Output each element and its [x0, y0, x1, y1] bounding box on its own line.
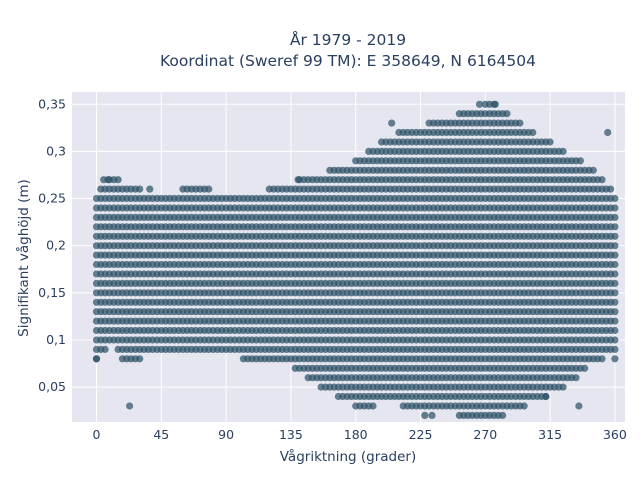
scatter-point: [542, 392, 550, 401]
scatter-point: [294, 176, 302, 184]
scatter-points: [92, 100, 619, 419]
scatter-point: [581, 364, 589, 372]
scatter-point: [611, 204, 619, 212]
scatter-point: [611, 317, 619, 325]
scatter-point: [604, 128, 612, 137]
scatter-point: [205, 185, 213, 193]
scatter-point: [104, 176, 112, 184]
scatter-point: [388, 119, 396, 127]
x-tick-label: 135: [279, 427, 303, 442]
scatter-point: [611, 345, 619, 353]
scatter-point: [101, 345, 109, 353]
scatter-point: [520, 402, 528, 410]
scatter-point: [611, 326, 619, 335]
x-tick-label: 180: [344, 427, 368, 442]
x-tick-label: 225: [409, 427, 433, 442]
scatter-point: [576, 157, 585, 165]
scatter-point: [428, 411, 436, 419]
scatter-point: [598, 176, 606, 184]
scatter-point: [572, 374, 580, 382]
scatter-point: [589, 166, 597, 174]
scatter-point: [146, 185, 154, 193]
scatter-point: [529, 128, 537, 137]
scatter-point: [598, 355, 606, 363]
scatter-point: [499, 411, 507, 419]
y-axis-title: Signifikant våghöjd (m): [15, 179, 32, 337]
scatter-point: [559, 147, 567, 155]
scatter-point: [575, 402, 583, 410]
scatter-point: [611, 251, 619, 259]
x-tick-label: 90: [218, 427, 234, 442]
scatter-point: [607, 185, 615, 193]
x-tick-label: 270: [473, 427, 497, 442]
scatter-point: [475, 100, 484, 108]
x-tick-label: 45: [153, 427, 169, 442]
chart-title-line1: År 1979 - 2019: [290, 30, 406, 49]
scatter-point: [611, 194, 619, 203]
scatter-point: [611, 270, 619, 278]
scatter-point: [114, 176, 122, 184]
scatter-point: [611, 213, 619, 221]
scatter-point: [611, 308, 619, 316]
scatter-point: [559, 383, 567, 391]
scatter-point: [611, 242, 619, 250]
scatter-point: [611, 279, 619, 287]
scatter-point: [611, 232, 619, 240]
x-tick-label: 360: [603, 427, 627, 442]
chart-title-line2: Koordinat (Sweref 99 TM): E 358649, N 61…: [160, 52, 536, 70]
scatter-point: [136, 355, 144, 363]
scatter-point: [369, 402, 377, 410]
scatter-point: [136, 185, 144, 193]
scatter-point: [611, 223, 619, 231]
scatter-point: [611, 260, 619, 269]
y-tick-label: 0,35: [38, 96, 66, 111]
scatter-point: [516, 119, 524, 127]
scatter-point: [611, 355, 619, 363]
scatter-point: [126, 402, 134, 410]
x-tick-label: 315: [538, 427, 562, 442]
scatter-point: [92, 355, 101, 363]
scatter-point: [503, 110, 511, 118]
y-tick-label: 0,3: [46, 143, 66, 158]
x-tick-labels: 0 45 90 135 180 225 270 315 360: [93, 427, 627, 442]
y-tick-label: 0,25: [38, 191, 66, 206]
x-axis-title: Vågriktning (grader): [280, 448, 417, 465]
y-tick-label: 0,15: [38, 285, 66, 300]
y-tick-label: 0,2: [46, 238, 66, 253]
scatter-point: [421, 411, 429, 419]
y-tick-label: 0,05: [38, 379, 66, 394]
scatter-point: [611, 289, 619, 297]
scatter-point: [611, 298, 619, 306]
scatter-point: [491, 100, 499, 108]
x-tick-label: 0: [93, 427, 101, 442]
scatter-point: [546, 138, 554, 146]
y-tick-labels: 0,05 0,1 0,15 0,2 0,25 0,3 0,35: [38, 96, 66, 394]
y-tick-label: 0,1: [46, 332, 66, 347]
scatter-point: [611, 336, 619, 344]
